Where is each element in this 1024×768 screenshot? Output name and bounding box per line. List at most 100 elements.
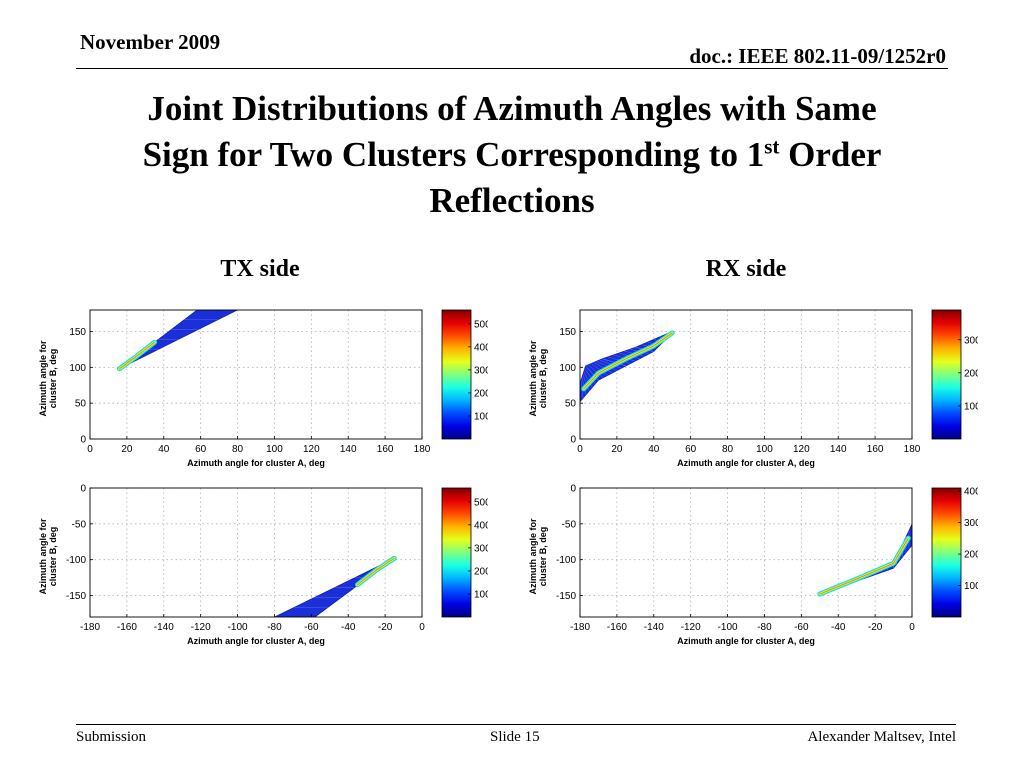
y-tick-label: 0 <box>570 484 576 495</box>
colorbar-tick-label: 100 <box>964 401 978 412</box>
x-tick-label: -60 <box>794 622 809 633</box>
y-axis-label-line1: Azimuth angle for <box>38 340 48 416</box>
plot-frame <box>89 309 423 440</box>
header-doc-id: doc.: IEEE 802.11-09/1252r0 <box>689 44 946 68</box>
x-tick-label: 60 <box>195 444 207 455</box>
colorbar-tick-label: 100 <box>474 589 488 600</box>
x-tick-label: -20 <box>378 622 393 633</box>
x-tick-label: -60 <box>304 622 319 633</box>
x-tick-label: 160 <box>377 444 394 455</box>
y-tick-label: 0 <box>80 435 86 446</box>
x-tick-label: 40 <box>158 444 170 455</box>
x-tick-label: -140 <box>154 622 174 633</box>
y-tick-label: 100 <box>69 363 86 374</box>
y-tick-label: 50 <box>75 399 87 410</box>
y-axis-label-line2: cluster B, deg <box>538 527 548 587</box>
chart-rx-positive-svg: 0 20 40 60 80 100 120 140 160 180 0 50 100 150 Azimuth… <box>528 309 978 468</box>
x-tick-label: -40 <box>341 622 356 633</box>
x-tick-label: -160 <box>117 622 137 633</box>
footer-author: Alexander Maltsev, Intel <box>807 729 956 745</box>
x-tick-label: -120 <box>191 622 211 633</box>
ridge-core <box>819 537 909 595</box>
x-tick-label: 120 <box>303 444 320 455</box>
colorbar-tick-label: 200 <box>474 388 488 399</box>
y-tick-label: 150 <box>69 327 86 338</box>
chart-tx-negative: -180 -160 -140 -120 -100 -80 -60 -40 -20 0 -150 -10… <box>28 478 488 656</box>
x-tick-label: 180 <box>414 444 431 455</box>
colorbar-tick-label: 400 <box>474 520 488 531</box>
density-texture <box>588 364 604 379</box>
y-axis-label-line1: Azimuth angle for <box>528 518 538 594</box>
x-axis-label: Azimuth angle for cluster A, deg <box>187 458 325 468</box>
y-tick-label: -100 <box>66 555 86 566</box>
x-axis-label: Azimuth angle for cluster A, deg <box>187 636 325 646</box>
x-tick-label: 140 <box>830 444 847 455</box>
x-tick-label: 160 <box>867 444 884 455</box>
colorbar-tick-label: 400 <box>964 487 978 498</box>
x-tick-label: 180 <box>904 444 921 455</box>
plot-background <box>90 488 422 617</box>
colorbar <box>441 487 472 618</box>
x-tick-label: 0 <box>87 444 93 455</box>
chart-rx-positive: 0 20 40 60 80 100 120 140 160 180 0 50 100 150 Azimuth… <box>518 300 978 478</box>
y-axis-label-line2: cluster B, deg <box>538 349 548 409</box>
colorbar <box>931 487 962 618</box>
x-axis-label: Azimuth angle for cluster A, deg <box>677 636 815 646</box>
y-axis-label: Azimuth angle forcluster B, deg <box>528 340 548 416</box>
x-tick-label: -80 <box>757 622 772 633</box>
plot-frame <box>579 309 913 440</box>
y-tick-label: 100 <box>559 363 576 374</box>
y-axis-label-line2: cluster B, deg <box>48 527 58 587</box>
x-tick-label: -100 <box>228 622 248 633</box>
density-texture <box>590 363 608 376</box>
footer-slide-number: Slide 15 <box>490 729 540 745</box>
x-tick-label: 80 <box>232 444 244 455</box>
x-tick-label: 20 <box>121 444 133 455</box>
colorbar-tick-label: 200 <box>964 550 978 561</box>
x-tick-label: -40 <box>831 622 846 633</box>
title-superscript: st <box>764 134 780 159</box>
title-line-2: Sign for Two Clusters Corresponding to 1… <box>60 132 964 178</box>
footer-submission: Submission <box>76 729 147 745</box>
data-layer <box>580 330 675 403</box>
y-axis-label: Azimuth angle forcluster B, deg <box>38 340 58 416</box>
colorbar-tick-label: 300 <box>964 335 978 346</box>
x-tick-label: 0 <box>577 444 583 455</box>
y-tick-label: -50 <box>72 519 87 530</box>
y-axis-label-line2: cluster B, deg <box>48 349 58 409</box>
header-divider <box>76 68 948 69</box>
x-tick-label: 40 <box>648 444 660 455</box>
ridge-core <box>119 341 156 370</box>
y-axis-label: Azimuth angle forcluster B, deg <box>528 518 548 594</box>
header-date: November 2009 <box>80 30 221 54</box>
x-tick-label: -180 <box>570 622 590 633</box>
density-texture <box>596 360 617 371</box>
y-tick-label: -50 <box>562 519 577 530</box>
x-tick-label: 80 <box>722 444 734 455</box>
y-tick-label: -150 <box>556 591 576 602</box>
colorbar-tick-label: 100 <box>964 581 978 592</box>
data-layer <box>817 523 912 597</box>
plot-background <box>580 310 912 439</box>
colorbar-tick-label: 200 <box>964 368 978 379</box>
title-line-2-post: Order <box>779 135 882 174</box>
colorbar-tick-label: 300 <box>964 518 978 529</box>
plot-frame <box>579 487 913 618</box>
x-tick-label: 0 <box>909 622 915 633</box>
colorbar-tick-label: 400 <box>474 342 488 353</box>
colorbar-tick-label: 500 <box>474 319 488 330</box>
colorbar <box>931 309 962 440</box>
plot-background <box>90 310 422 439</box>
chart-tx-positive-svg: 0 20 40 60 80 100 120 140 160 180 0 50 100 150 Azimuth… <box>38 309 488 468</box>
colorbar-tick-label: 100 <box>474 411 488 422</box>
x-tick-label: 120 <box>793 444 810 455</box>
y-axis-label-line1: Azimuth angle for <box>528 340 538 416</box>
slide-title: Joint Distributions of Azimuth Angles wi… <box>60 86 964 224</box>
ridge-core <box>583 332 673 390</box>
chart-rx-negative: -180 -160 -140 -120 -100 -80 -60 -40 -20 0 -150 -10… <box>518 478 978 656</box>
footer-divider <box>76 724 956 725</box>
plot-frame <box>89 487 423 618</box>
x-tick-label: -140 <box>644 622 664 633</box>
plot-background <box>580 488 912 617</box>
x-tick-label: 20 <box>611 444 623 455</box>
